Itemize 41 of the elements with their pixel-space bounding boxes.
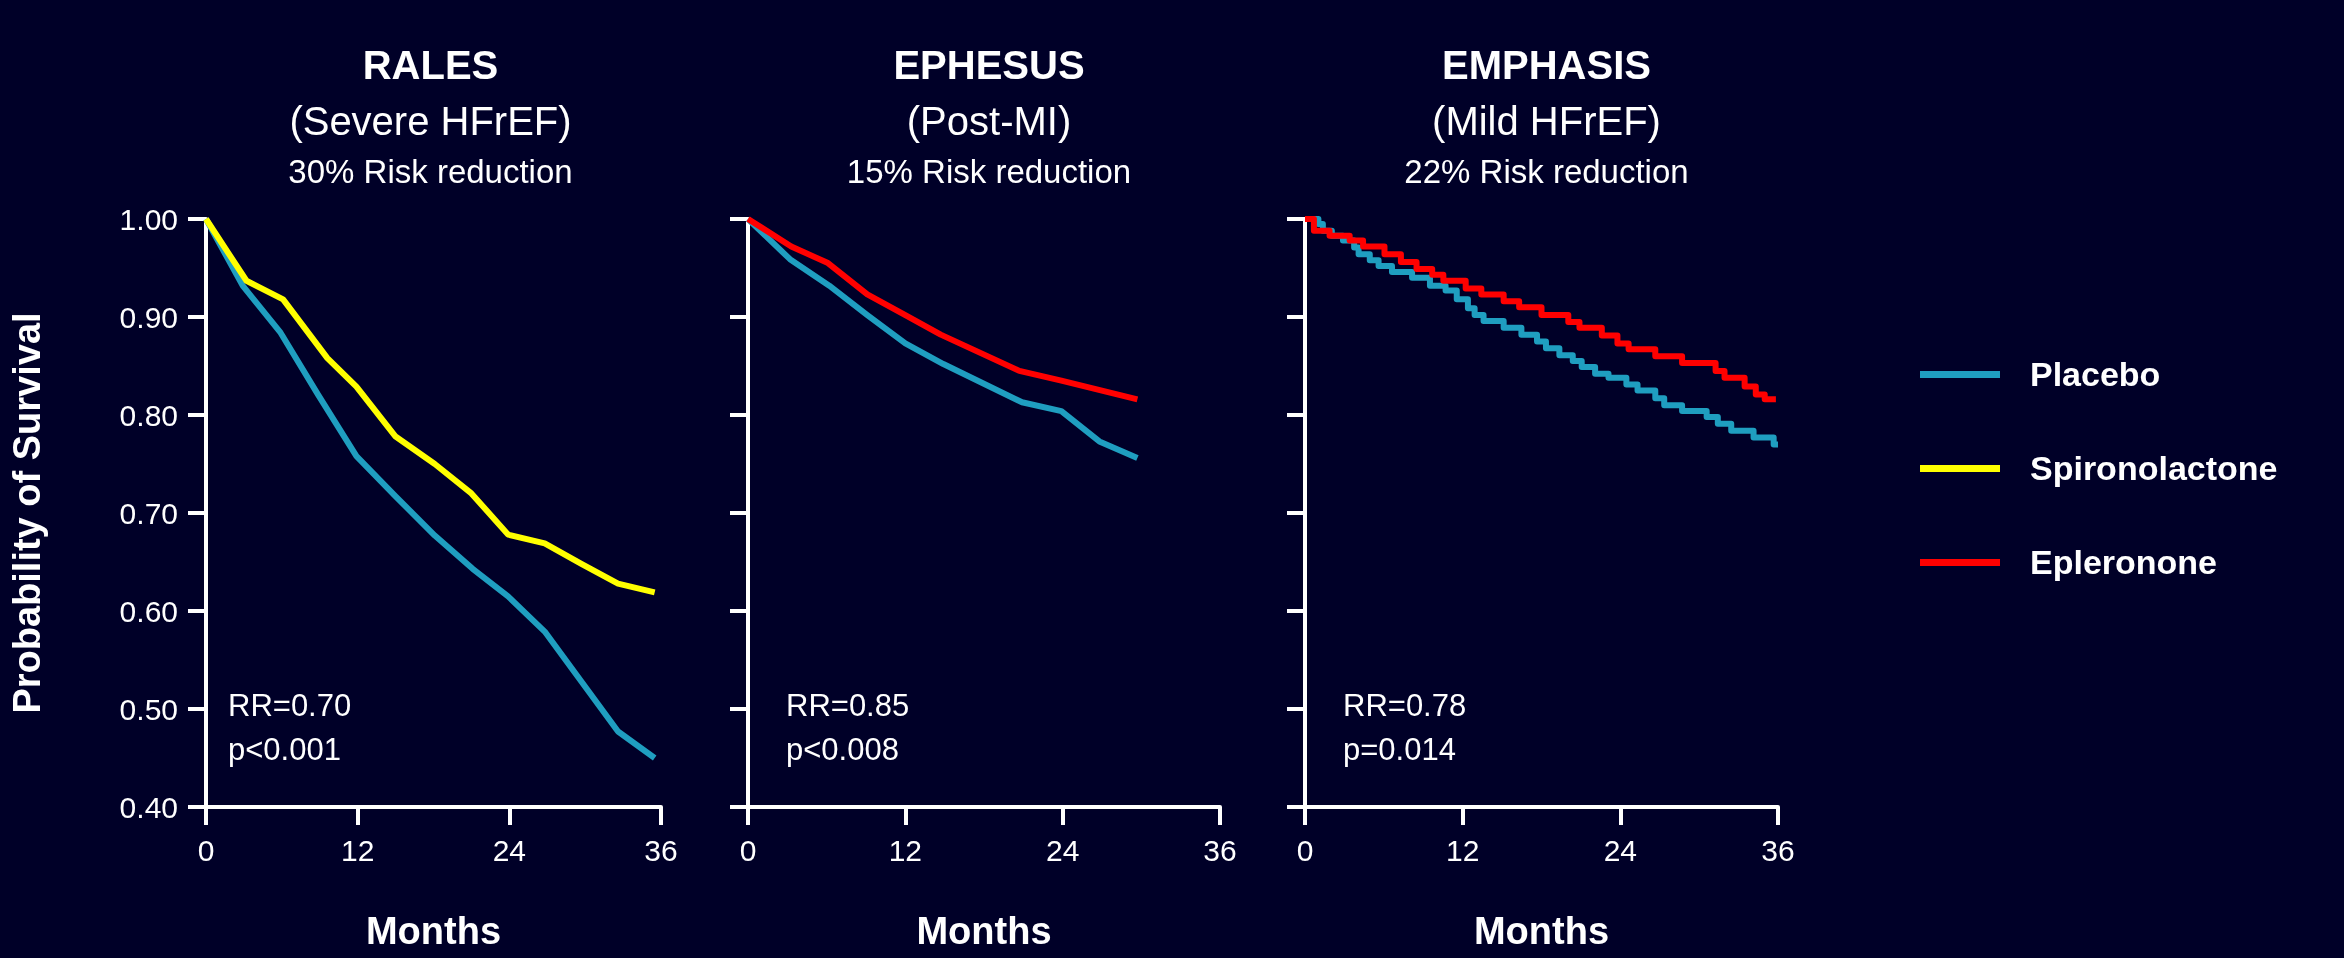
x-tick-label: 0 bbox=[197, 833, 215, 867]
annotation: p=0.014 bbox=[1343, 732, 1456, 767]
legend-label: Epleronone bbox=[2030, 542, 2218, 582]
chart-title: EMPHASIS bbox=[1442, 43, 1651, 87]
x-tick-label: 36 bbox=[1761, 833, 1795, 867]
y-tick-label: 0.90 bbox=[119, 300, 178, 334]
x-axis-title: Months bbox=[916, 910, 1052, 952]
legend-label: Placebo bbox=[2030, 354, 2161, 394]
y-tick-label: 0.40 bbox=[119, 790, 178, 824]
y-tick-label: 1.00 bbox=[119, 202, 178, 236]
y-tick-label: 0.80 bbox=[119, 398, 178, 432]
text: 15% Risk reduction bbox=[846, 153, 1132, 190]
annotation: p<0.001 bbox=[228, 732, 341, 767]
x-tick-label: 36 bbox=[644, 833, 678, 867]
annotation: p<0.008 bbox=[786, 732, 899, 767]
x-tick-label: 0 bbox=[1296, 833, 1314, 867]
annotation: RR=0.85 bbox=[786, 688, 910, 723]
chart-subtitle: (Severe HFrEF) bbox=[289, 99, 572, 143]
x-tick-label: 24 bbox=[1603, 833, 1638, 867]
chart-title: RALES bbox=[362, 43, 499, 87]
y-tick-label: 0.50 bbox=[119, 692, 178, 726]
legend-label: Spironolactone bbox=[2030, 448, 2278, 488]
y-tick-label: 0.70 bbox=[119, 496, 178, 530]
chart-subtitle: (Post-MI) bbox=[906, 99, 1072, 143]
annotation: RR=0.70 bbox=[228, 688, 352, 723]
x-tick-label: 24 bbox=[1045, 833, 1080, 867]
x-tick-label: 12 bbox=[1445, 833, 1480, 867]
x-tick-label: 36 bbox=[1203, 833, 1237, 867]
x-tick-label: 12 bbox=[888, 833, 923, 867]
x-tick-label: 0 bbox=[739, 833, 757, 867]
y-axis-title: Probability of Survival bbox=[6, 312, 48, 714]
chart-subtitle: (Mild HFrEF) bbox=[1432, 99, 1661, 143]
text: 22% Risk reduction bbox=[1404, 153, 1689, 190]
x-tick-label: 12 bbox=[340, 833, 375, 867]
y-tick-label: 0.60 bbox=[119, 594, 178, 628]
chart-title: EPHESUS bbox=[893, 43, 1085, 87]
x-tick-label: 24 bbox=[492, 833, 527, 867]
annotation: RR=0.78 bbox=[1343, 688, 1467, 723]
x-axis-title: Months bbox=[365, 910, 502, 952]
x-axis-title: Months bbox=[1473, 910, 1610, 952]
text: 30% Risk reduction bbox=[288, 153, 573, 190]
